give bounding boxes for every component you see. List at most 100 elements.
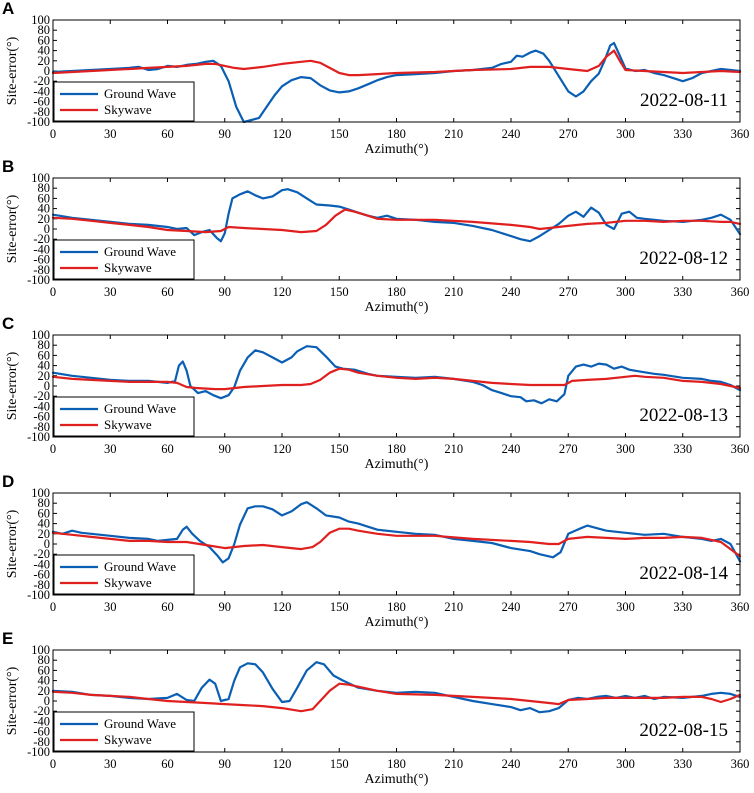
y-tick-label: 40 (38, 44, 51, 58)
x-tick-label: 0 (50, 442, 56, 456)
y-tick-label: 60 (38, 506, 51, 520)
legend-label-ground-wave: Ground Wave (104, 86, 176, 101)
legend-box (53, 239, 195, 280)
x-tick-label: 60 (161, 127, 174, 141)
y-tick-label: 60 (38, 191, 51, 205)
y-tick-label: -20 (33, 74, 50, 88)
x-tick-label: 240 (502, 600, 521, 614)
y-tick-label: 100 (31, 171, 50, 185)
panel-letter: B (2, 157, 14, 176)
series-line-ground-wave (51, 188, 742, 243)
y-tick-label: -100 (27, 588, 50, 602)
x-tick-label: 150 (330, 757, 349, 771)
x-tick-label: 270 (559, 757, 578, 771)
y-tick-label: 80 (38, 653, 51, 667)
x-tick-label: 360 (731, 285, 750, 299)
x-tick-label: 300 (616, 127, 635, 141)
y-tick-label: 20 (38, 54, 51, 68)
x-tick-label: 120 (273, 285, 292, 299)
y-tick-label: 20 (38, 527, 51, 541)
x-axis-title: Azimuth(°) (365, 300, 429, 315)
x-tick-label: 180 (387, 757, 406, 771)
x-axis-title: Azimuth(°) (365, 142, 429, 157)
x-tick-label: 90 (219, 757, 232, 771)
y-axis-title: Site-error(°) (5, 509, 20, 578)
y-tick-label: -40 (33, 242, 50, 256)
x-tick-label: 30 (104, 600, 117, 614)
y-tick-label: 40 (38, 674, 51, 688)
x-tick-label: 300 (616, 600, 635, 614)
y-axis-title: Site-error(°) (5, 36, 20, 105)
x-tick-label: 300 (616, 757, 635, 771)
x-tick-label: 120 (273, 600, 292, 614)
plot-frame (52, 177, 741, 281)
x-tick-label: 240 (502, 442, 521, 456)
y-tick-label: 80 (38, 338, 51, 352)
x-tick-label: 90 (219, 600, 232, 614)
x-tick-label: 0 (50, 757, 56, 771)
y-tick-label: 0 (44, 64, 50, 78)
x-tick-label: 330 (673, 442, 692, 456)
x-tick-label: 330 (673, 285, 692, 299)
x-tick-label: 210 (444, 285, 463, 299)
y-tick-label: -60 (33, 95, 50, 109)
y-axis-title: Site-error(°) (5, 666, 20, 735)
x-axis-title: Azimuth(°) (365, 772, 429, 787)
plot-frame (52, 649, 741, 753)
legend-box (53, 396, 195, 437)
plot-frame (52, 334, 741, 438)
x-tick-label: 90 (219, 442, 232, 456)
y-tick-label: 60 (38, 663, 51, 677)
legend-label-ground-wave: Ground Wave (104, 244, 176, 259)
y-tick-label: 40 (38, 517, 51, 531)
x-tick-label: 210 (444, 757, 463, 771)
date-annotation: 2022-08-14 (639, 563, 728, 584)
y-tick-label: 80 (38, 23, 51, 37)
legend-label-skywave: Skywave (104, 102, 152, 117)
panel-letter: E (2, 629, 13, 648)
y-tick-label: 100 (31, 328, 50, 342)
x-tick-label: 360 (731, 600, 750, 614)
x-tick-label: 60 (161, 600, 174, 614)
x-tick-label: 330 (673, 757, 692, 771)
x-tick-label: 120 (273, 127, 292, 141)
y-tick-label: -80 (33, 578, 50, 592)
x-tick-label: 60 (161, 442, 174, 456)
y-axis-title: Site-error(°) (5, 351, 20, 420)
y-tick-label: 60 (38, 348, 51, 362)
x-tick-label: 180 (387, 285, 406, 299)
x-axis-title: Azimuth(°) (365, 457, 429, 472)
x-tick-label: 330 (673, 600, 692, 614)
x-tick-label: 120 (273, 442, 292, 456)
y-tick-label: -100 (27, 430, 50, 444)
x-tick-label: 210 (444, 600, 463, 614)
y-tick-label: 40 (38, 359, 51, 373)
x-tick-label: 0 (50, 285, 56, 299)
x-tick-label: 60 (161, 285, 174, 299)
date-annotation: 2022-08-15 (639, 720, 728, 741)
legend-label-skywave: Skywave (104, 417, 152, 432)
y-tick-label: -100 (27, 115, 50, 129)
x-tick-label: 210 (444, 442, 463, 456)
x-tick-label: 270 (559, 127, 578, 141)
legend-box (53, 711, 195, 752)
y-tick-label: 100 (31, 13, 50, 27)
x-tick-label: 240 (502, 127, 521, 141)
x-tick-label: 150 (330, 285, 349, 299)
x-tick-label: 240 (502, 757, 521, 771)
y-tick-label: -60 (33, 725, 50, 739)
panel-letter: A (2, 0, 14, 18)
y-tick-label: -20 (33, 389, 50, 403)
y-tick-label: -60 (33, 253, 50, 267)
y-tick-label: -100 (27, 745, 50, 759)
date-annotation: 2022-08-13 (639, 405, 728, 426)
y-tick-label: -80 (33, 420, 50, 434)
x-tick-label: 210 (444, 127, 463, 141)
